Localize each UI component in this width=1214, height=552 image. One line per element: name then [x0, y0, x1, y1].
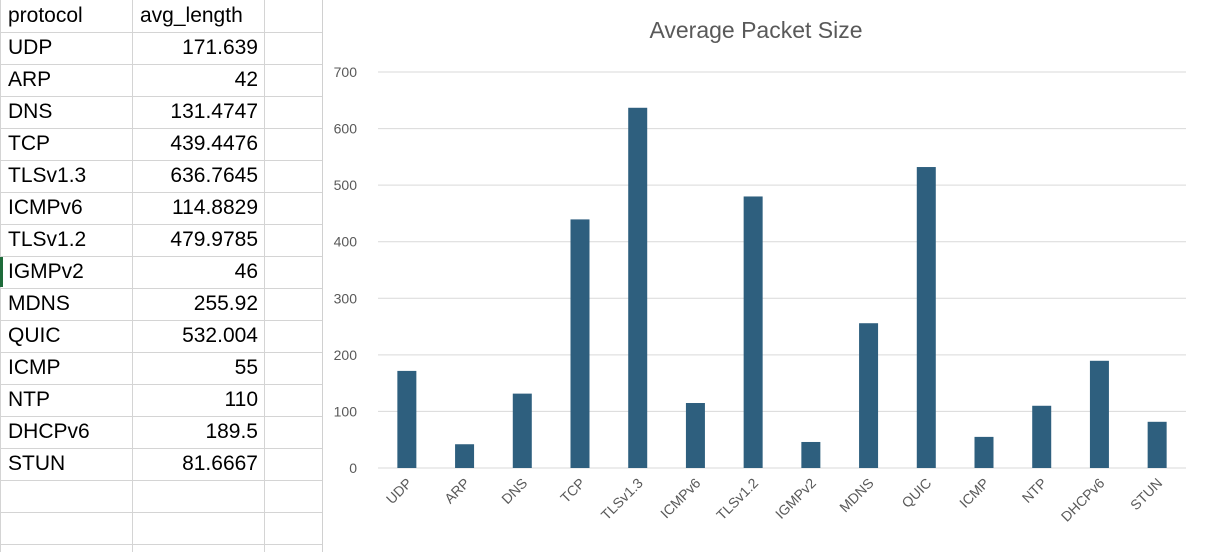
avg-length-cell[interactable]: 114.8829 — [171, 196, 258, 219]
bar-igmpv2 — [801, 441, 821, 468]
avg-length-cell[interactable]: 636.7645 — [170, 164, 258, 187]
bar-quic — [916, 167, 936, 469]
x-tick-label: DNS — [498, 475, 530, 507]
avg-length-cell[interactable]: 479.9785 — [170, 228, 258, 251]
y-tick-label: 400 — [334, 234, 358, 250]
x-tick-label: MDNS — [836, 475, 876, 515]
x-tick-label: ICMPv6 — [657, 475, 704, 522]
bar-chart: Average Packet Size 0 100 200 300 400 500 600 70… — [334, 17, 1186, 525]
protocol-cell[interactable]: MDNS — [8, 292, 70, 315]
x-tick-label: STUN — [1127, 475, 1165, 513]
avg-length-cell[interactable]: 439.4476 — [170, 132, 258, 155]
protocol-cell[interactable]: UDP — [8, 36, 53, 59]
bar-arp — [455, 444, 475, 468]
x-tick-label: UDP — [383, 475, 415, 507]
row-selection-marker — [0, 257, 3, 287]
bar-stun — [1147, 421, 1167, 468]
avg-length-cell[interactable]: 46 — [234, 260, 258, 283]
bar-mdns — [859, 323, 879, 468]
column-gridline — [132, 0, 133, 552]
bar-udp — [397, 370, 417, 468]
y-tick-label: 700 — [334, 64, 358, 80]
x-tick-label: ARP — [441, 475, 473, 507]
header-cell-protocol[interactable]: protocol — [8, 4, 83, 27]
y-tick-label: 300 — [334, 290, 358, 306]
protocol-cell[interactable]: ARP — [8, 68, 52, 91]
avg-length-cell[interactable]: 171.639 — [182, 36, 258, 59]
x-tick-label: NTP — [1019, 475, 1050, 506]
bar-dns — [512, 393, 532, 468]
x-tick-label: IGMPv2 — [772, 475, 819, 522]
protocol-cell[interactable]: IGMPv2 — [8, 260, 84, 283]
avg-length-cell[interactable]: 189.5 — [205, 420, 258, 443]
avg-length-cell[interactable]: 131.4747 — [170, 100, 258, 123]
avg-length-cell[interactable]: 55 — [234, 356, 258, 379]
protocol-cell[interactable]: TLSv1.2 — [8, 228, 87, 251]
protocol-cell[interactable]: TLSv1.3 — [8, 164, 87, 187]
protocol-cell[interactable]: NTP — [8, 388, 50, 411]
protocol-cell[interactable]: QUIC — [8, 324, 61, 347]
avg-length-cell[interactable]: 110 — [224, 388, 258, 411]
bar-tlsv1-2 — [743, 196, 763, 468]
column-gridline — [264, 0, 265, 552]
protocol-cell[interactable]: STUN — [8, 452, 66, 475]
bar-icmp — [974, 436, 994, 468]
x-tick-label: TLSv1.2 — [713, 475, 761, 523]
x-tick-label: ICMP — [956, 475, 992, 511]
x-tick-label: QUIC — [898, 475, 934, 511]
protocol-cell[interactable]: TCP — [8, 132, 50, 155]
header-cell-avg-length[interactable]: avg_length — [140, 4, 243, 27]
y-tick-label: 500 — [334, 177, 358, 193]
avg-length-cell[interactable]: 255.92 — [193, 292, 258, 315]
bar-tlsv1-3 — [628, 107, 648, 468]
y-tick-label: 0 — [349, 460, 357, 476]
bar-icmpv6 — [685, 403, 705, 468]
protocol-cell[interactable]: ICMPv6 — [8, 196, 83, 219]
x-tick-label: TCP — [557, 475, 588, 506]
x-tick-label: DHCPv6 — [1058, 475, 1108, 525]
chart-title: Average Packet Size — [649, 17, 862, 43]
protocol-cell[interactable]: DHCPv6 — [8, 420, 90, 443]
bar-dhcpv6 — [1089, 360, 1109, 468]
chart-container[interactable]: Average Packet Size 0 100 200 300 400 500 600 70… — [322, 0, 1214, 552]
x-tick-label: TLSv1.3 — [598, 475, 646, 523]
bar-ntp — [1032, 405, 1052, 468]
bar-tcp — [570, 219, 590, 468]
avg-length-cell[interactable]: 81.6667 — [182, 452, 258, 475]
avg-length-cell[interactable]: 42 — [234, 68, 258, 91]
y-tick-label: 600 — [334, 121, 358, 137]
y-tick-label: 200 — [334, 347, 358, 363]
y-tick-label: 100 — [334, 403, 358, 419]
avg-length-cell[interactable]: 532.004 — [182, 324, 258, 347]
protocol-cell[interactable]: ICMP — [8, 356, 61, 379]
protocol-cell[interactable]: DNS — [8, 100, 53, 123]
